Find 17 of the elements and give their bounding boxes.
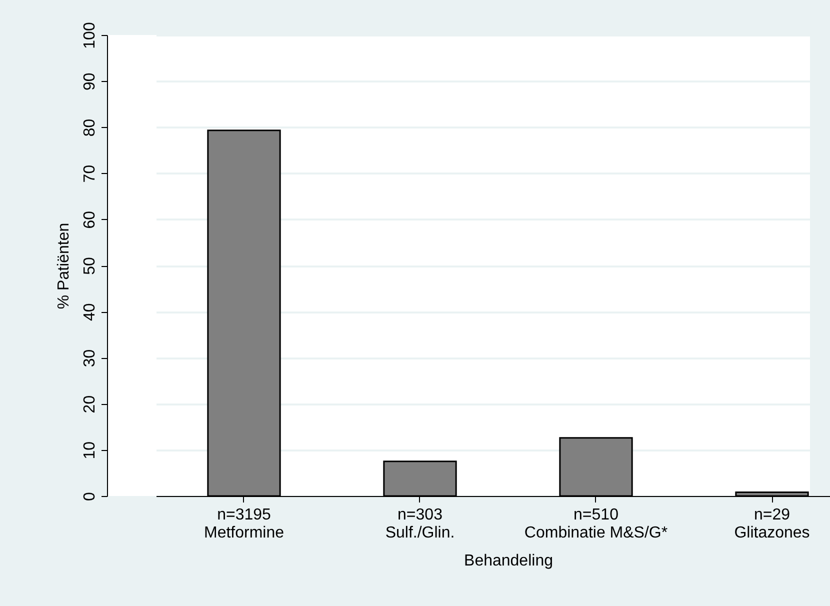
x-tick-label: n=29 Glitazones: [734, 506, 810, 542]
y-tick-label: 70: [82, 164, 98, 183]
y-tick-label: 80: [82, 118, 98, 137]
y-tick-label: 90: [82, 72, 98, 90]
y-tick-label: 50: [82, 257, 98, 275]
y-tick-label: 20: [82, 395, 98, 414]
y-axis-title: % Patiënten: [56, 222, 72, 310]
y-tick-label: 0: [82, 492, 98, 501]
x-tick-label: n=3195 Metformine: [204, 506, 284, 542]
x-axis-title: Behandeling: [464, 552, 553, 570]
y-tick-label: 100: [82, 22, 98, 49]
y-tick-label: 40: [82, 303, 98, 321]
y-tick-label: 60: [82, 210, 98, 229]
y-tick-label: 10: [82, 441, 98, 460]
x-tick-label: n=510 Combinatie M&S/G*: [524, 506, 668, 542]
y-tick-label: 30: [82, 349, 98, 368]
x-tick-label: n=303 Sulf./Glin.: [385, 506, 455, 542]
